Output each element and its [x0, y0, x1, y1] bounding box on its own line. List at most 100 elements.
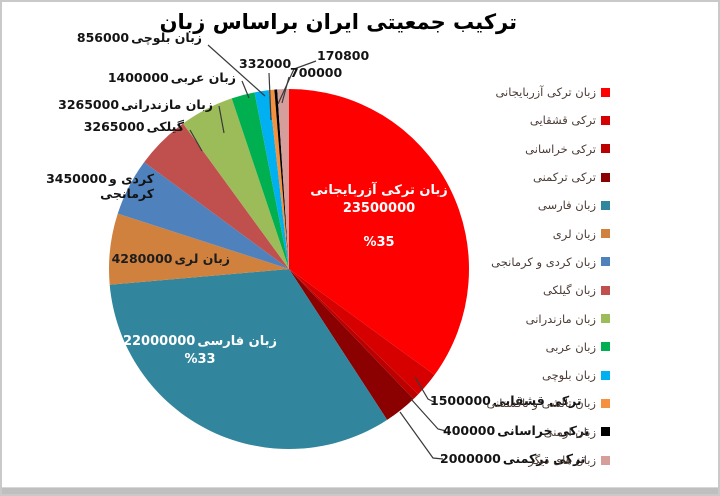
legend-swatch	[601, 257, 610, 267]
leader-line-qashqai	[414, 376, 435, 403]
callout-value: 332000	[239, 56, 292, 71]
callout-name: ترکی ترکمنی	[502, 451, 586, 466]
pie-slice-11[interactable]	[268, 89, 289, 269]
callout-turkmen: ترکی ترکمنی2000000	[440, 451, 586, 466]
pie-slice-8[interactable]	[183, 98, 289, 269]
callout-value: 4280000	[111, 251, 173, 266]
legend-label: ترکی خراسانی	[525, 141, 596, 156]
legend-swatch	[601, 285, 610, 295]
pie-slice-12[interactable]	[274, 89, 289, 269]
pie-slice-2[interactable]	[289, 269, 419, 399]
legend-label: زبان عربی	[545, 339, 596, 354]
leader-line-mazandarani	[218, 105, 225, 134]
legend: زبان ترکی آزربایجانی ترکی قشقایی ترکی خراس…	[487, 78, 610, 474]
callout-name: گیلکی	[146, 119, 184, 134]
callout-value: 3265000	[83, 119, 145, 134]
pie-slice-13[interactable]	[277, 89, 289, 269]
callout-arabic: زبان عربی1400000	[108, 70, 236, 85]
legend-label: زبان های دیگر	[528, 453, 596, 467]
legend-item-1[interactable]: ترکی قشقایی	[487, 106, 610, 134]
window-bottom-bar	[2, 487, 718, 494]
slice-label-value: 23500000	[342, 201, 416, 216]
callout-kurdish: کردی و3450000 کرمانجی	[46, 171, 154, 201]
pie-slice-5[interactable]	[109, 213, 289, 285]
legend-item-8[interactable]: زبان مازندرانی	[487, 304, 610, 332]
legend-swatch	[601, 172, 610, 182]
callout-gilaki: گیلکی3265000	[84, 119, 184, 134]
legend-swatch	[601, 200, 610, 210]
callout-value: 700000	[290, 65, 343, 80]
leader-line-khorasani	[410, 398, 447, 432]
callout-name: ترکی قشقایی	[492, 393, 582, 408]
legend-item-4[interactable]: زبان فارسی	[487, 191, 610, 219]
callout-name: کردی و	[108, 171, 154, 186]
legend-item-11[interactable]: زبان تالشی و تاکستانی	[487, 389, 610, 417]
legend-item-3[interactable]: ترکی ترکمنی	[487, 163, 610, 191]
leader-line-balochi	[207, 44, 266, 97]
legend-item-12[interactable]: زبان ارمنی	[487, 418, 610, 446]
leader-line-gilaki	[189, 129, 203, 152]
legend-swatch	[601, 87, 610, 97]
legend-item-10[interactable]: زبان بلوچی	[487, 361, 610, 389]
slice-label-name: زبان ترکی آزربایجانی	[310, 183, 448, 198]
slice-label-value: 22000000	[122, 334, 196, 349]
legend-label: ترکی قشقایی	[529, 113, 596, 128]
chart-title: ترکیب جمعیتی ایران براساس زبان	[159, 10, 517, 34]
legend-label: زبان لری	[552, 226, 596, 241]
legend-swatch	[601, 427, 610, 437]
pie-slice-6[interactable]	[117, 162, 289, 269]
callout-name: زبان بلوچی	[131, 30, 202, 45]
pie-slice-4[interactable]	[109, 269, 388, 449]
callout-name: زبان لری	[174, 251, 230, 266]
callout-value: 856000	[76, 30, 130, 45]
legend-item-0[interactable]: زبان ترکی آزربایجانی	[487, 78, 610, 106]
callout-other: 700000	[290, 65, 342, 80]
leader-line-armenian	[277, 60, 317, 105]
legend-label: زبان مازندرانی	[525, 311, 596, 326]
pie-slice-7[interactable]	[144, 123, 289, 270]
leader-line-arabic	[241, 80, 250, 99]
legend-label: زبان فارسی	[537, 198, 596, 213]
callout-value: 3265000	[58, 97, 120, 112]
legend-swatch	[601, 342, 610, 352]
legend-item-2[interactable]: ترکی خراسانی	[487, 135, 610, 163]
legend-item-7[interactable]: زبان گیلکی	[487, 276, 610, 304]
slice-label-percent: %35	[363, 235, 395, 250]
pie-slice-9[interactable]	[231, 92, 289, 269]
pie-slice-1[interactable]	[289, 269, 435, 395]
callout-khorasani: ترکی خراسانی400000	[443, 423, 589, 438]
pie-slice-3[interactable]	[289, 269, 414, 420]
legend-label: زبان بلوچی	[541, 368, 596, 383]
slice-label-percent: %33	[184, 352, 216, 367]
leader-line-turkmen	[399, 411, 444, 460]
pie-slice-10[interactable]	[254, 90, 289, 269]
callout-armenian: 170800	[317, 48, 369, 63]
legend-swatch	[601, 455, 610, 465]
legend-item-6[interactable]: زبان کردی و کرمانجی	[487, 248, 610, 276]
slice-label-name: زبان فارسی	[197, 334, 278, 349]
legend-swatch	[601, 398, 610, 408]
legend-item-9[interactable]: زبان عربی	[487, 333, 610, 361]
callout-talysh: 332000	[239, 56, 291, 71]
callout-value: 1500000	[430, 393, 491, 408]
legend-item-13[interactable]: زبان های دیگر	[487, 446, 610, 474]
pie-slice-0[interactable]	[289, 89, 470, 375]
legend-swatch	[601, 370, 610, 380]
legend-label: زبان کردی و کرمانجی	[491, 254, 596, 269]
callout-name-line2: کرمانجی	[100, 186, 154, 201]
legend-swatch	[601, 115, 610, 125]
callout-value: 400000	[443, 423, 496, 438]
legend-item-5[interactable]: زبان لری	[487, 219, 610, 247]
callout-value: 2000000	[440, 451, 501, 466]
callout-mazandarani: زبان مازندرانی3265000	[58, 97, 213, 112]
leader-line-talysh	[268, 72, 272, 121]
callout-value: 3450000	[46, 171, 107, 186]
callout-balochi: زبان بلوچی856000	[77, 30, 202, 45]
legend-swatch	[601, 144, 610, 154]
legend-label: زبان ارمنی	[543, 424, 596, 439]
slice-label-azerbaijani: زبان ترکی آزربایجانی 23500000 %35	[299, 182, 459, 252]
callout-name: زبان مازندرانی	[121, 97, 213, 112]
callout-name: ترکی خراسانی	[497, 423, 590, 438]
